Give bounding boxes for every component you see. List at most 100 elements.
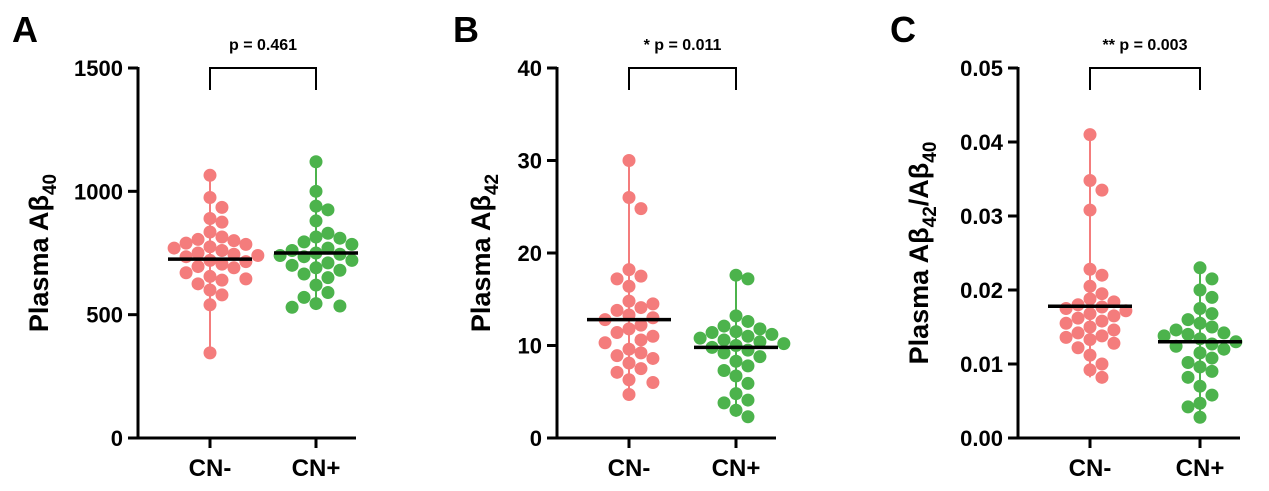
- data-point-CN-: [1095, 329, 1109, 343]
- data-point-CN-: [598, 336, 612, 350]
- y-tick-label: 0.03: [960, 204, 1003, 229]
- data-point-CN+: [741, 314, 755, 328]
- significance-label: * p = 0.011: [644, 37, 722, 54]
- data-point-CN-: [622, 263, 636, 277]
- data-point-CN-: [634, 318, 648, 332]
- significance-bracket: [209, 67, 317, 90]
- data-point-CN-: [634, 346, 648, 360]
- data-point-CN+: [693, 331, 707, 345]
- significance-bracket: [1089, 67, 1201, 90]
- data-point-CN+: [1217, 342, 1231, 356]
- data-point-CN+: [1181, 327, 1195, 341]
- data-point-CN+: [309, 184, 323, 198]
- y-axis-label-subscript: 40: [920, 142, 941, 163]
- data-point-CN-: [622, 294, 636, 308]
- data-point-CN-: [191, 232, 205, 246]
- data-point-CN+: [345, 237, 359, 251]
- data-point-CN+: [729, 268, 743, 282]
- panel-B: B 0 10 20 30 40 CN- CN+ Plasma Aβ42 * p = 0.011: [453, 9, 791, 482]
- data-point-CN-: [634, 362, 648, 376]
- data-point-CN+: [1193, 283, 1207, 297]
- data-point-CN-: [1083, 128, 1097, 142]
- data-point-CN-: [610, 303, 624, 317]
- data-point-CN+: [309, 261, 323, 275]
- data-point-CN+: [309, 297, 323, 311]
- data-point-CN-: [1071, 311, 1085, 325]
- y-axis-label-subscript: 40: [40, 174, 61, 195]
- data-point-CN-: [1107, 336, 1121, 350]
- data-point-CN+: [741, 393, 755, 407]
- data-point-CN-: [191, 246, 205, 260]
- y-tick-label: 0.01: [960, 352, 1003, 377]
- panel-C: C 0.00 0.01 0.02 0.03 0.04 0.05 CN- CN+ Plasma Aβ…: [890, 9, 1243, 482]
- data-point-CN+: [729, 403, 743, 417]
- data-point-CN+: [753, 335, 767, 349]
- data-point-CN+: [741, 272, 755, 286]
- data-point-CN-: [1083, 363, 1097, 377]
- data-point-CN+: [333, 231, 347, 245]
- data-point-CN+: [1181, 400, 1195, 414]
- data-point-CN-: [1071, 341, 1085, 355]
- data-point-CN-: [167, 241, 181, 255]
- y-tick-label: 0.05: [960, 56, 1003, 81]
- data-point-CN+: [297, 267, 311, 281]
- significance-label: p = 0.461: [229, 37, 297, 54]
- data-point-CN+: [1181, 313, 1195, 327]
- data-point-CN-: [634, 202, 648, 216]
- data-point-CN+: [717, 396, 731, 410]
- data-point-CN+: [1193, 316, 1207, 330]
- y-axis-label: Plasma Aβ42/Aβ40: [904, 142, 941, 365]
- data-point-CN+: [297, 235, 311, 249]
- panel-letter: A: [12, 9, 38, 50]
- data-point-CN+: [333, 299, 347, 313]
- data-point-CN-: [227, 234, 241, 248]
- data-point-CN-: [1095, 357, 1109, 371]
- y-tick-label: 500: [86, 303, 123, 328]
- data-point-CN-: [203, 269, 217, 283]
- data-point-CN-: [179, 236, 193, 250]
- y-axis-label: Plasma Aβ40: [24, 174, 61, 332]
- y-axis-label-main: Plasma Aβ: [24, 195, 54, 332]
- data-point-CN+: [1205, 272, 1219, 286]
- y-tick-label: 0.02: [960, 278, 1003, 303]
- data-point-CN-: [634, 269, 648, 283]
- data-point-CN+: [285, 258, 299, 272]
- x-category-label: CN-: [608, 455, 651, 482]
- data-point-CN+: [321, 203, 335, 217]
- data-point-CN-: [227, 261, 241, 275]
- data-point-CN+: [285, 300, 299, 314]
- data-point-CN-: [610, 365, 624, 379]
- y-tick-label: 10: [518, 334, 542, 359]
- data-point-CN+: [1181, 356, 1195, 370]
- data-point-CN+: [741, 376, 755, 390]
- data-point-CN+: [1169, 323, 1183, 337]
- y-axis-label-subscript: 42: [920, 206, 941, 227]
- data-point-CN-: [622, 342, 636, 356]
- data-point-CN-: [203, 225, 217, 239]
- data-point-CN-: [622, 356, 636, 370]
- data-point-CN-: [610, 326, 624, 340]
- y-axis-label-main: Plasma Aβ: [466, 195, 496, 332]
- data-point-CN-: [203, 283, 217, 297]
- data-point-CN-: [191, 277, 205, 291]
- data-point-CN+: [729, 387, 743, 401]
- data-point-CN+: [717, 346, 731, 360]
- data-point-CN-: [251, 248, 265, 262]
- data-point-CN-: [1083, 307, 1097, 321]
- data-point-CN-: [610, 349, 624, 363]
- data-point-CN-: [191, 260, 205, 274]
- data-point-CN+: [1217, 326, 1231, 340]
- data-point-CN-: [1083, 279, 1097, 293]
- data-point-CN-: [1083, 348, 1097, 362]
- data-point-CN-: [622, 322, 636, 336]
- y-axis-label-main: Plasma Aβ: [904, 227, 934, 364]
- data-point-CN-: [1095, 370, 1109, 384]
- data-point-CN-: [203, 191, 217, 204]
- significance-bracket: [628, 67, 737, 90]
- data-point-CN-: [1059, 302, 1073, 315]
- y-axis-label-divider: /Aβ: [904, 163, 934, 206]
- data-point-CN+: [321, 285, 335, 299]
- data-point-CN-: [634, 333, 648, 347]
- data-point-CN-: [1095, 314, 1109, 328]
- y-tick-label: 0.00: [960, 426, 1003, 451]
